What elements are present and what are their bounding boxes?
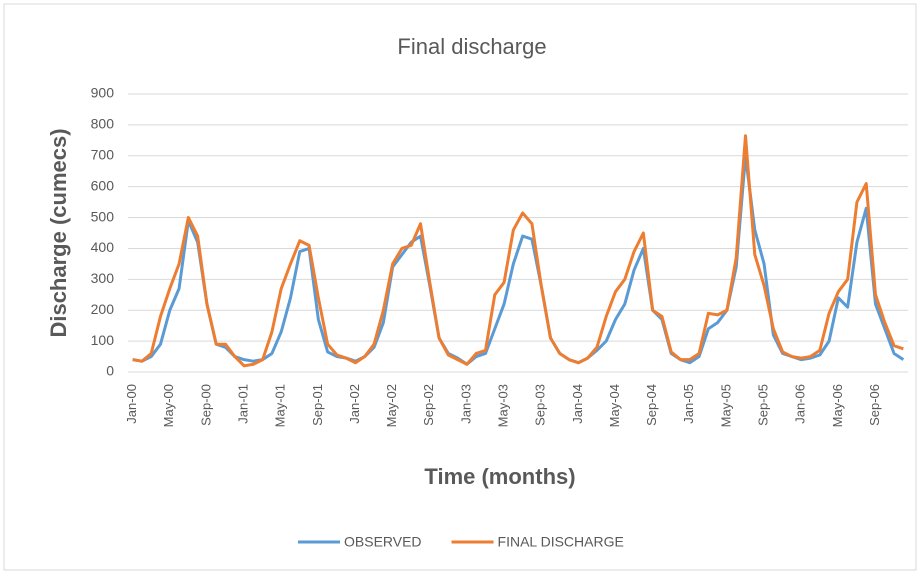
x-tick-label: Sep-02 [421, 384, 436, 426]
y-tick-label: 800 [91, 116, 115, 132]
x-tick-label: May-00 [161, 384, 176, 427]
legend-label: FINAL DISCHARGE [498, 534, 624, 550]
x-tick-label: Jan-02 [347, 384, 362, 424]
legend-label: OBSERVED [344, 534, 422, 550]
x-tick-label: May-05 [718, 384, 733, 427]
x-tick-label: Sep-01 [310, 384, 325, 426]
y-tick-label: 700 [91, 146, 115, 162]
x-tick-label: Sep-06 [867, 384, 882, 426]
y-tick-label: 200 [91, 301, 115, 317]
x-tick-label: Jan-05 [681, 384, 696, 424]
x-tick-label: May-03 [496, 384, 511, 427]
x-tick-label: May-02 [384, 384, 399, 427]
y-tick-label: 500 [91, 208, 115, 224]
data-line [132, 134, 904, 368]
chart-title: Final discharge [397, 34, 546, 59]
x-tick-label: Sep-04 [644, 384, 659, 426]
y-tick-label: 900 [91, 85, 115, 101]
x-tick-label: May-06 [830, 384, 845, 427]
y-tick-label: 400 [91, 239, 115, 255]
x-axis-title: Time (months) [424, 464, 575, 489]
x-tick-label: Sep-03 [533, 384, 548, 426]
y-tick-label: 300 [91, 270, 115, 286]
y-tick-label: 100 [91, 332, 115, 348]
y-tick-label: 600 [91, 177, 115, 193]
y-axis-title: Discharge (cumecs) [46, 128, 71, 337]
x-tick-label: Jan-04 [570, 384, 585, 424]
x-tick-label: May-04 [607, 384, 622, 427]
x-tick-label: Jan-00 [124, 384, 139, 424]
x-tick-label: Sep-05 [756, 384, 771, 426]
x-tick-label: Jan-03 [458, 384, 473, 424]
x-tick-label: Jan-06 [793, 384, 808, 424]
y-tick-label: 0 [106, 363, 114, 379]
x-tick-label: May-01 [273, 384, 288, 427]
x-tick-label: Jan-01 [236, 384, 251, 424]
x-tick-label: Sep-00 [198, 384, 213, 426]
